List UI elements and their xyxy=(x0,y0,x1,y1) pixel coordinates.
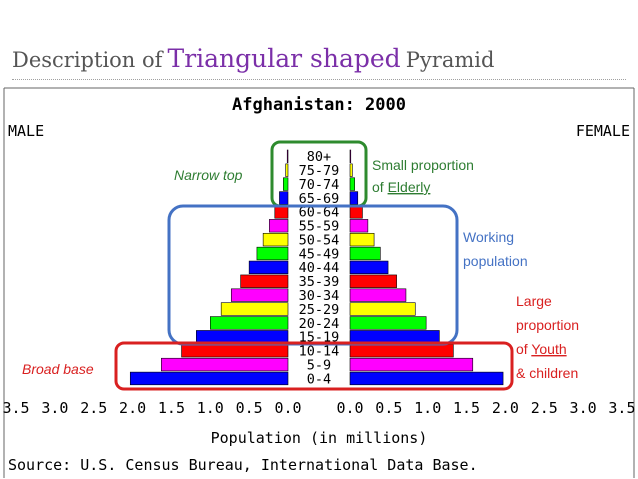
female-bar xyxy=(349,344,454,358)
age-group-label: 65-69 xyxy=(299,191,340,207)
female-bar xyxy=(349,177,355,191)
male-bar xyxy=(129,371,289,386)
male-label: MALE xyxy=(8,122,44,140)
male-bar xyxy=(181,344,289,358)
large-proportion-label-line2: proportion xyxy=(516,317,579,333)
male-bar xyxy=(240,274,289,288)
working-label-line1: Working xyxy=(463,229,514,245)
male-bar xyxy=(248,260,289,275)
female-bar xyxy=(349,288,407,302)
age-group-label: 40-44 xyxy=(299,260,340,276)
x-tick-label-male: 0.5 xyxy=(236,399,263,417)
x-tick-label-male: 2.5 xyxy=(80,399,107,417)
x-axis-label: Population (in millions) xyxy=(211,429,428,447)
male-bar xyxy=(196,330,289,344)
x-axis-female: 0.0 0.5 1.0 1.5 2.0 2.5 3.0 3.5 xyxy=(336,399,635,417)
working-label-line2: population xyxy=(463,253,528,269)
x-tick-label-male: 3.5 xyxy=(3,399,30,417)
age-group-label: 60-64 xyxy=(299,205,340,221)
x-tick-label-female: 1.5 xyxy=(453,399,480,417)
female-bar xyxy=(349,163,353,177)
x-tick-label-female: 0.0 xyxy=(336,399,363,417)
large-proportion-label-line4: & children xyxy=(516,365,578,381)
female-bar xyxy=(349,232,375,247)
age-group-label: 35-39 xyxy=(299,274,340,290)
x-tick-label-male: 0.0 xyxy=(274,399,301,417)
x-tick-label-female: 3.5 xyxy=(608,399,635,417)
age-group-label: 75-79 xyxy=(299,163,340,179)
age-group-labels: 80+75-7970-7465-6960-6455-5950-5445-4940… xyxy=(299,149,340,387)
source-note: Source: U.S. Census Bureau, Internationa… xyxy=(8,456,478,474)
age-group-label: 70-74 xyxy=(299,177,340,193)
female-bar xyxy=(349,357,474,372)
x-tick-label-male: 2.0 xyxy=(119,399,146,417)
x-tick-label-male: 3.0 xyxy=(41,399,68,417)
female-bar xyxy=(349,246,381,261)
pyramid-svg: Afghanistan: 2000 MALE FEMALE 80+75-7970… xyxy=(0,86,638,479)
x-tick-label-female: 0.5 xyxy=(375,399,402,417)
male-bars xyxy=(129,149,289,386)
age-group-label: 0-4 xyxy=(307,371,331,387)
male-bar xyxy=(279,191,289,205)
broad-base-label: Broad base xyxy=(22,361,94,377)
x-tick-label-female: 3.0 xyxy=(570,399,597,417)
x-tick-label-male: 1.0 xyxy=(197,399,224,417)
female-bar xyxy=(349,316,427,330)
small-proportion-label-line1: Small proportion xyxy=(372,157,474,173)
male-bar xyxy=(230,288,289,302)
age-group-label: 80+ xyxy=(307,149,331,165)
female-bar xyxy=(349,149,352,163)
female-bar xyxy=(349,371,504,386)
slide-title-highlight: Triangular shaped xyxy=(167,44,401,73)
age-group-label: 25-29 xyxy=(299,302,340,318)
male-bar xyxy=(262,232,289,247)
x-tick-label-female: 2.0 xyxy=(492,399,519,417)
male-bar xyxy=(220,302,289,316)
age-group-label: 10-14 xyxy=(299,344,340,360)
female-bar xyxy=(349,330,440,344)
population-pyramid-chart: Afghanistan: 2000 MALE FEMALE 80+ 75-79 70… xyxy=(0,86,638,479)
large-proportion-label-line1: Large xyxy=(516,293,552,309)
male-bar xyxy=(285,163,289,177)
narrow-top-label: Narrow top xyxy=(174,167,243,183)
chart-background xyxy=(0,86,638,479)
male-bar xyxy=(210,316,289,330)
small-proportion-label-line2: of Elderly xyxy=(372,179,430,195)
female-bar xyxy=(349,219,369,233)
age-group-label: 55-59 xyxy=(299,219,340,235)
age-group-label: 45-49 xyxy=(299,246,340,262)
female-label: FEMALE xyxy=(576,122,630,140)
slide-title: Description of Triangular shaped Pyramid xyxy=(12,44,612,84)
x-tick-label-female: 2.5 xyxy=(531,399,558,417)
female-bar xyxy=(349,302,416,316)
male-bar xyxy=(161,357,289,372)
age-group-label: 5-9 xyxy=(307,357,331,373)
female-bar xyxy=(349,191,359,205)
age-group-label: 50-54 xyxy=(299,232,340,248)
x-tick-label-male: 1.5 xyxy=(158,399,185,417)
title-divider xyxy=(12,79,626,80)
female-bar xyxy=(349,260,389,275)
slide-title-suffix: Pyramid xyxy=(405,48,495,72)
age-group-label: 20-24 xyxy=(299,316,340,332)
age-group-label: 30-34 xyxy=(299,288,340,304)
male-bar xyxy=(269,219,289,233)
male-bar xyxy=(256,246,289,261)
chart-title: Afghanistan: 2000 xyxy=(232,95,406,115)
male-bar xyxy=(283,177,289,191)
slide-title-prefix: Description of xyxy=(12,48,163,72)
youth-highlight-box xyxy=(114,341,514,391)
female-bar xyxy=(349,274,397,288)
large-proportion-label-line3: of Youth xyxy=(516,341,567,357)
female-bars xyxy=(349,149,504,386)
x-axis-male: 3.5 3.0 2.5 2.0 1.5 1.0 0.5 0.0 xyxy=(3,399,302,417)
x-tick-label-female: 1.0 xyxy=(414,399,441,417)
male-bar xyxy=(286,149,289,163)
